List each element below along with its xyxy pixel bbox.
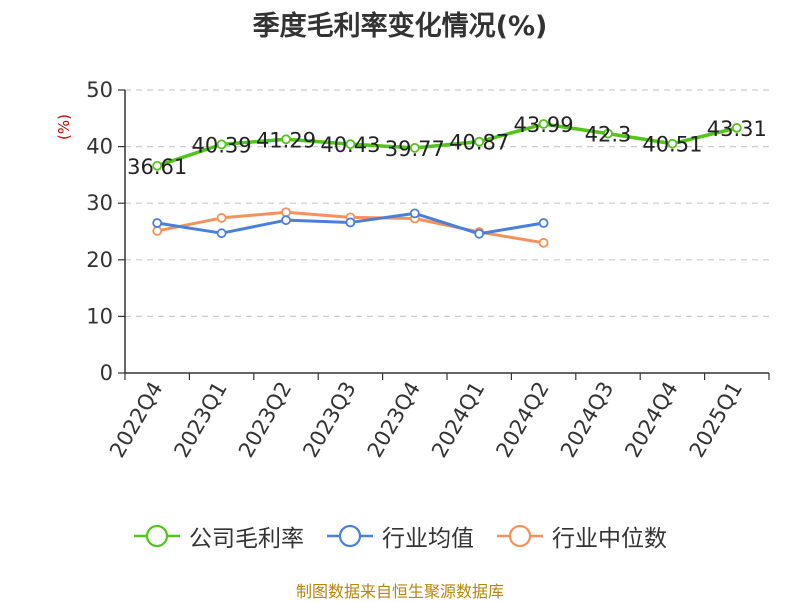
legend-label: 行业均值 [382, 526, 474, 552]
x-tick-label: 2024Q1 [427, 378, 489, 462]
data-label: 36.61 [127, 155, 187, 179]
data-point [538, 218, 549, 228]
data-point [281, 134, 291, 145]
source-note: 制图数据来自恒生聚源数据库 [295, 582, 504, 601]
data-point [667, 138, 678, 149]
data-label: 43.31 [707, 117, 767, 141]
y-tick-label: 40 [86, 135, 113, 159]
data-point [345, 139, 356, 150]
data-point [216, 213, 227, 223]
legend-label: 行业中位数 [552, 526, 667, 552]
data-label: 40.51 [642, 133, 702, 157]
x-tick-label: 2023Q3 [298, 378, 360, 462]
legend-label: 公司毛利率 [189, 526, 304, 552]
data-point [281, 207, 291, 218]
data-point [474, 136, 485, 147]
legend-item[interactable]: 公司毛利率 [133, 519, 304, 553]
data-point [409, 143, 420, 153]
y-tick-label: 0 [100, 361, 113, 385]
data-point [216, 139, 227, 150]
x-tick-label: 2024Q3 [556, 378, 618, 462]
x-tick-label: 2022Q4 [105, 378, 167, 462]
x-tick-label: 2023Q2 [234, 378, 296, 462]
y-tick-label: 50 [86, 78, 113, 102]
legend-swatch-icon [497, 524, 543, 548]
grid-lines [125, 89, 769, 317]
series-lines [152, 119, 742, 248]
data-point [345, 217, 356, 228]
data-point [152, 160, 163, 171]
data-point [538, 119, 549, 129]
chart-title: 季度毛利率变化情况(%) [252, 11, 548, 42]
y-tick-label: 10 [86, 304, 113, 328]
legend: 公司毛利率 行业均值 行业中位数 [0, 518, 800, 554]
data-label: 40.87 [449, 131, 509, 155]
x-tick-label: 2024Q4 [620, 378, 682, 462]
data-label: 42.3 [585, 123, 632, 147]
data-point [731, 122, 742, 133]
legend-swatch-icon [327, 524, 373, 548]
data-point [538, 237, 549, 248]
data-label: 43.99 [514, 113, 574, 137]
data-point [474, 228, 485, 239]
legend-item[interactable]: 行业均值 [326, 519, 474, 553]
data-label: 40.39 [192, 133, 252, 157]
data-label: 41.29 [256, 128, 316, 152]
x-tick-label: 2023Q1 [169, 378, 231, 462]
y-tick-label: 20 [86, 248, 113, 272]
legend-item[interactable]: 行业中位数 [496, 519, 667, 553]
data-point [409, 208, 420, 219]
data-point [152, 218, 163, 228]
series-line [155, 122, 739, 168]
data-point [152, 226, 163, 236]
data-point [216, 228, 227, 239]
x-tick-label: 2024Q2 [491, 378, 553, 462]
data-label: 40.43 [320, 133, 380, 157]
data-label: 39.77 [385, 137, 445, 161]
data-point [603, 128, 613, 139]
x-tick-label: 2025Q1 [685, 378, 747, 462]
y-axis-label: (%) [55, 114, 73, 140]
y-tick-label: 30 [86, 191, 113, 215]
legend-swatch-icon [134, 524, 180, 548]
data-point [281, 215, 291, 226]
x-tick-label: 2023Q4 [363, 378, 425, 462]
